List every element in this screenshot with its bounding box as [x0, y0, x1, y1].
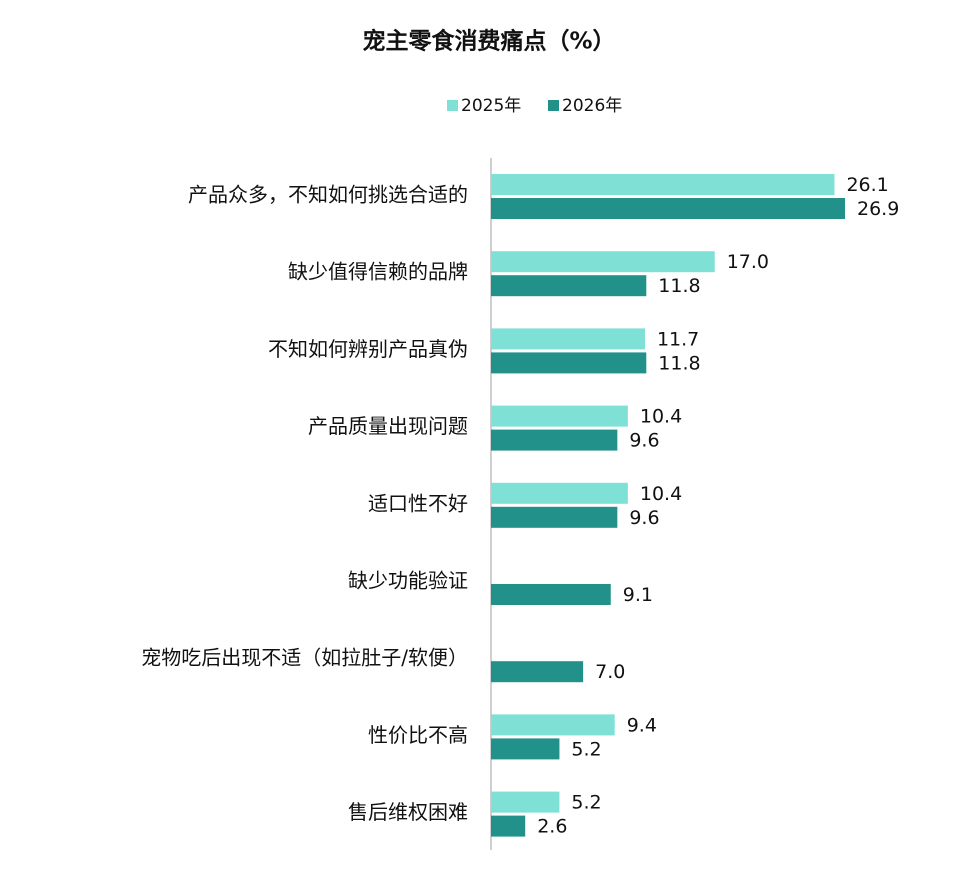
- category-label: 性价比不高: [368, 723, 468, 747]
- bar: [491, 482, 628, 504]
- value-label: 10.4: [640, 483, 682, 505]
- bar: [491, 251, 715, 273]
- category-label: 适口性不好: [368, 491, 468, 515]
- bar: [491, 506, 618, 528]
- category-label: 产品众多，不知如何挑选合适的: [188, 183, 468, 207]
- bar: [491, 328, 645, 350]
- bar: [491, 198, 845, 219]
- bar: [491, 429, 618, 451]
- bar: [491, 405, 628, 427]
- legend-label: 2025年: [461, 96, 521, 116]
- bar: [491, 661, 584, 683]
- value-label: 11.8: [658, 275, 700, 297]
- value-label: 11.8: [658, 352, 700, 374]
- category-label: 缺少功能验证: [348, 569, 468, 593]
- category-label: 产品质量出现问题: [308, 414, 468, 438]
- value-label: 9.6: [629, 507, 659, 529]
- bar: [491, 174, 835, 195]
- value-label: 10.4: [640, 406, 682, 428]
- category-label: 宠物吃后出现不适（如拉肚子/软便）: [141, 646, 468, 670]
- chart-title: 宠主零食消费痛点（%）: [362, 28, 615, 55]
- value-label: 9.1: [623, 584, 653, 606]
- bar: [491, 815, 526, 837]
- bar: [491, 714, 615, 736]
- value-label: 9.6: [629, 430, 659, 452]
- legend-swatch: [447, 100, 458, 111]
- value-label: 5.2: [571, 738, 601, 760]
- value-label: 7.0: [595, 661, 625, 683]
- legend-label: 2026年: [562, 96, 622, 116]
- bar: [491, 275, 647, 297]
- category-label: 售后维权困难: [348, 800, 468, 824]
- legend-swatch: [548, 100, 559, 111]
- bar: [491, 352, 647, 374]
- value-label: 11.7: [657, 328, 699, 350]
- value-label: 9.4: [627, 714, 657, 736]
- value-label: 2.6: [537, 816, 567, 838]
- category-label: 不知如何辨别产品真伪: [268, 337, 468, 361]
- value-label: 26.9: [857, 198, 899, 220]
- bar: [491, 738, 560, 760]
- value-label: 17.0: [727, 251, 769, 273]
- value-label: 5.2: [571, 792, 601, 814]
- bar: [491, 584, 611, 605]
- value-label: 26.1: [846, 174, 888, 196]
- bar: [491, 791, 560, 813]
- category-label: 缺少值得信赖的品牌: [288, 260, 468, 284]
